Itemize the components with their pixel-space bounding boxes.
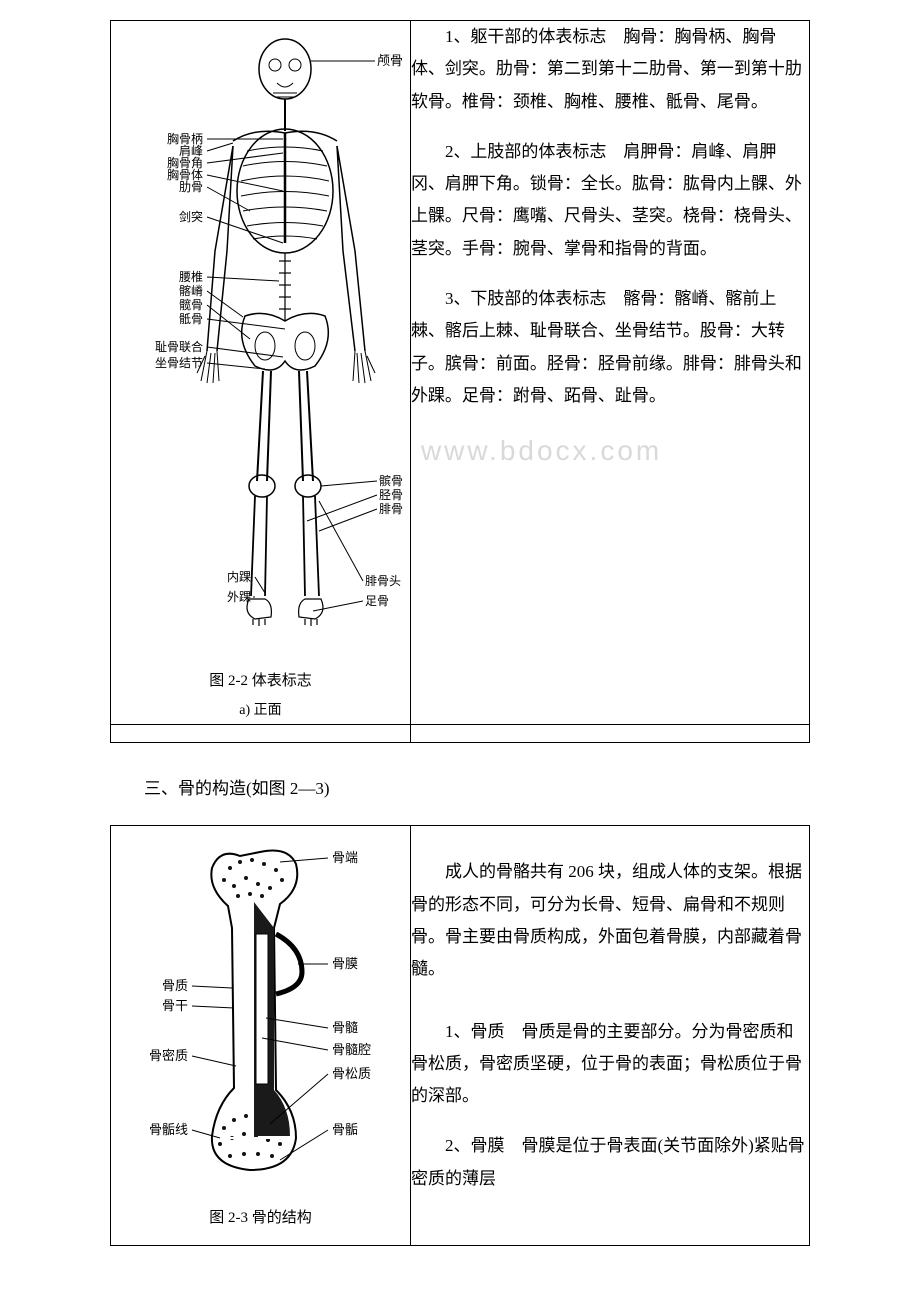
text-cell-2: 成人的骨骼共有 206 块，组成人体的支架。根据骨的形态不同，可分为长骨、短骨、… bbox=[410, 826, 809, 1246]
bone-diagram-cell: 骨端 骨膜 骨髓 骨髓腔 骨松质 骨骺 骨质 骨干 骨密质 骨骺线 图 2-3 … bbox=[111, 826, 411, 1246]
svg-text:骨密质: 骨密质 bbox=[149, 1048, 188, 1063]
trunk-markers-paragraph: 1、躯干部的体表标志 胸骨：胸骨柄、胸骨体、剑突。肋骨：第二到第十二肋骨、第一到… bbox=[411, 21, 809, 118]
svg-text:骨髓腔: 骨髓腔 bbox=[332, 1042, 371, 1057]
svg-text:腓骨头: 腓骨头 bbox=[365, 573, 401, 588]
svg-text:髂嵴: 髂嵴 bbox=[179, 283, 203, 298]
svg-text:髌骨: 髌骨 bbox=[379, 473, 403, 488]
svg-text:骨膜: 骨膜 bbox=[332, 956, 358, 971]
svg-text:剑突: 剑突 bbox=[179, 209, 203, 224]
svg-text:坐骨结节: 坐骨结节 bbox=[155, 356, 203, 370]
svg-text:骨质: 骨质 bbox=[162, 978, 188, 993]
bone-substance-paragraph: 1、骨质 骨质是骨的主要部分。分为骨密质和骨松质，骨密质坚硬，位于骨的表面；骨松… bbox=[411, 1016, 809, 1113]
svg-text:肋骨: 肋骨 bbox=[179, 179, 203, 194]
figure-2-2-table: 颅骨 胸骨柄 肩峰 胸骨角 胸骨体 肋骨 剑突 腰椎 髂嵴 髋骨 骶骨 耻骨联合… bbox=[110, 20, 810, 743]
svg-text:腰椎: 腰椎 bbox=[179, 269, 203, 284]
svg-text:骨骺线: 骨骺线 bbox=[149, 1122, 188, 1137]
upper-limb-markers-paragraph: 2、上肢部的体表标志 肩胛骨：肩峰、肩胛冈、肩胛下角。锁骨：全长。肱骨：肱骨内上… bbox=[411, 136, 809, 265]
figure-2-2-caption: 图 2-2 体表标志 bbox=[111, 667, 410, 696]
bone-overview-paragraph: 成人的骨骼共有 206 块，组成人体的支架。根据骨的形态不同，可分为长骨、短骨、… bbox=[411, 856, 809, 985]
svg-text:腓骨: 腓骨 bbox=[379, 501, 403, 516]
svg-text:骨松质: 骨松质 bbox=[332, 1066, 371, 1081]
svg-text:骨骺: 骨骺 bbox=[332, 1122, 358, 1137]
empty-row bbox=[111, 725, 810, 743]
figure-2-3-caption: 图 2-3 骨的结构 bbox=[115, 1204, 406, 1233]
svg-text:髋骨: 髋骨 bbox=[179, 297, 203, 312]
svg-text:胫骨: 胫骨 bbox=[379, 488, 403, 502]
label-skull: 颅骨 bbox=[377, 53, 403, 68]
bone-structure-diagram: 骨端 骨膜 骨髓 骨髓腔 骨松质 骨骺 骨质 骨干 骨密质 骨骺线 bbox=[120, 838, 400, 1198]
svg-text:骶骨: 骶骨 bbox=[179, 312, 203, 326]
skeleton-diagram: 颅骨 胸骨柄 肩峰 胸骨角 胸骨体 肋骨 剑突 腰椎 髂嵴 髋骨 骶骨 耻骨联合… bbox=[115, 21, 405, 661]
svg-text:足骨: 足骨 bbox=[365, 594, 389, 608]
text-cell-1: 1、躯干部的体表标志 胸骨：胸骨柄、胸骨体、剑突。肋骨：第二到第十二肋骨、第一到… bbox=[410, 21, 809, 725]
svg-text:骨端: 骨端 bbox=[332, 850, 358, 865]
svg-text:骨髓: 骨髓 bbox=[332, 1020, 358, 1035]
periosteum-paragraph: 2、骨膜 骨膜是位于骨表面(关节面除外)紧贴骨密质的薄层 bbox=[411, 1130, 809, 1195]
watermark-text: www.bdocx.com bbox=[421, 424, 809, 477]
svg-text:骨干: 骨干 bbox=[162, 998, 188, 1013]
svg-text:外踝: 外踝 bbox=[227, 590, 251, 604]
svg-text:内踝: 内踝 bbox=[227, 570, 251, 584]
lower-limb-markers-paragraph: 3、下肢部的体表标志 髂骨：髂嵴、髂前上棘、髂后上棘、耻骨联合、坐骨结节。股骨：… bbox=[411, 283, 809, 412]
section-3-heading: 三、骨的构造(如图 2—3) bbox=[110, 773, 810, 805]
svg-text:耻骨联合: 耻骨联合 bbox=[155, 339, 203, 354]
skeleton-diagram-cell: 颅骨 胸骨柄 肩峰 胸骨角 胸骨体 肋骨 剑突 腰椎 髂嵴 髋骨 骶骨 耻骨联合… bbox=[111, 21, 411, 725]
figure-2-2-subcaption: a) 正面 bbox=[111, 698, 410, 725]
figure-2-3-table: 骨端 骨膜 骨髓 骨髓腔 骨松质 骨骺 骨质 骨干 骨密质 骨骺线 图 2-3 … bbox=[110, 825, 810, 1246]
